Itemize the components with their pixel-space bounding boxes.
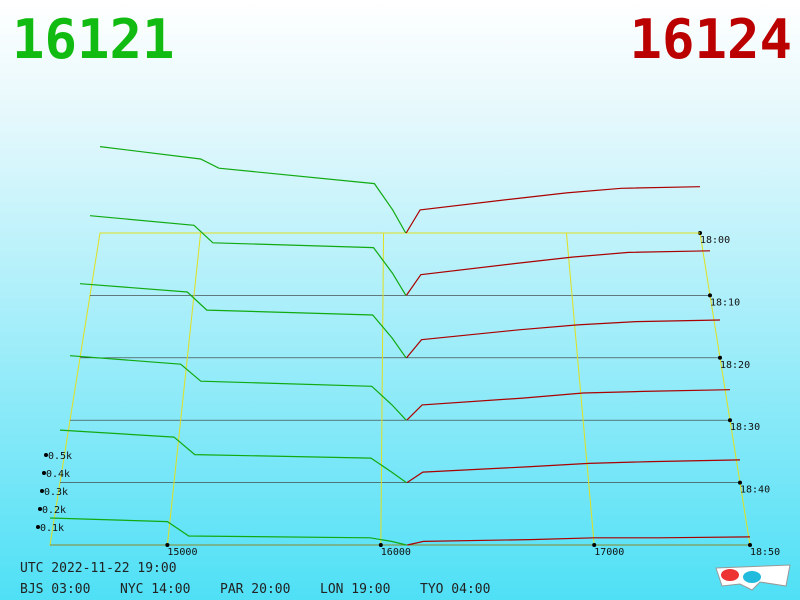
depth-tick-label: 0.5k [48, 451, 72, 462]
zone-time: PAR 20:00 [220, 582, 290, 597]
ask-depth-line [405, 186, 701, 234]
time-tick-label: 18:40 [740, 485, 770, 496]
zone-time: TYO 04:00 [420, 582, 490, 597]
depth-tick-label: 0.3k [44, 487, 68, 498]
depth-tick-label: 0.4k [46, 469, 70, 480]
plot: 18:00 18:10 18:20 18:30 18:40 18:50 15000 16000… [36, 146, 780, 558]
price-grid-line [166, 232, 202, 546]
depth-tick [42, 471, 46, 475]
bid-depth-line [69, 355, 407, 421]
depth-tick [38, 507, 42, 511]
bid-depth-line [59, 429, 407, 484]
ask-depth-line [406, 319, 721, 359]
price-tick [592, 543, 597, 547]
zone-time: NYC 14:00 [120, 582, 190, 597]
time-tick [708, 293, 712, 298]
time-tick [748, 543, 752, 547]
depth-tick-label: 0.1k [40, 523, 64, 534]
utc-time: UTC 2022-11-22 19:00 [20, 561, 177, 576]
3d-glasses-icon [715, 564, 791, 591]
zone-time: BJS 03:00 [20, 582, 90, 597]
time-tick-label: 18:10 [710, 297, 740, 308]
price-tick-label: 17000 [594, 547, 624, 558]
time-tick [728, 418, 732, 423]
time-tick [718, 355, 722, 360]
ask-depth-line [407, 536, 751, 546]
bid-depth-line [89, 215, 407, 296]
price-tick-label: 15000 [167, 547, 197, 558]
ask-depth-line [406, 389, 731, 421]
price-tick [378, 543, 383, 547]
bid-depth-line [49, 517, 407, 546]
time-tick-label: 18:50 [750, 547, 780, 558]
depth-tick [40, 489, 44, 493]
bid-depth-line [79, 283, 407, 359]
price-grid-line [565, 232, 595, 546]
time-tick [738, 480, 742, 485]
time-tick-label: 18:30 [730, 422, 760, 433]
price-grid-line [380, 232, 385, 546]
ask-depth-line [405, 250, 711, 296]
time-tick-label: 18:00 [700, 235, 730, 246]
ask-depth-line [406, 459, 741, 484]
ask-price: 16124 [629, 8, 792, 71]
zone-time: LON 19:00 [320, 582, 390, 597]
bid-depth-line [99, 146, 407, 234]
time-tick-label: 18:20 [720, 360, 750, 371]
price-tick [165, 543, 170, 547]
depth-tick [36, 525, 40, 529]
bid-price: 16121 [12, 8, 175, 71]
depth-tick-label: 0.2k [42, 505, 66, 516]
price-tick-label: 16000 [381, 547, 411, 558]
depth-tick [44, 453, 48, 457]
